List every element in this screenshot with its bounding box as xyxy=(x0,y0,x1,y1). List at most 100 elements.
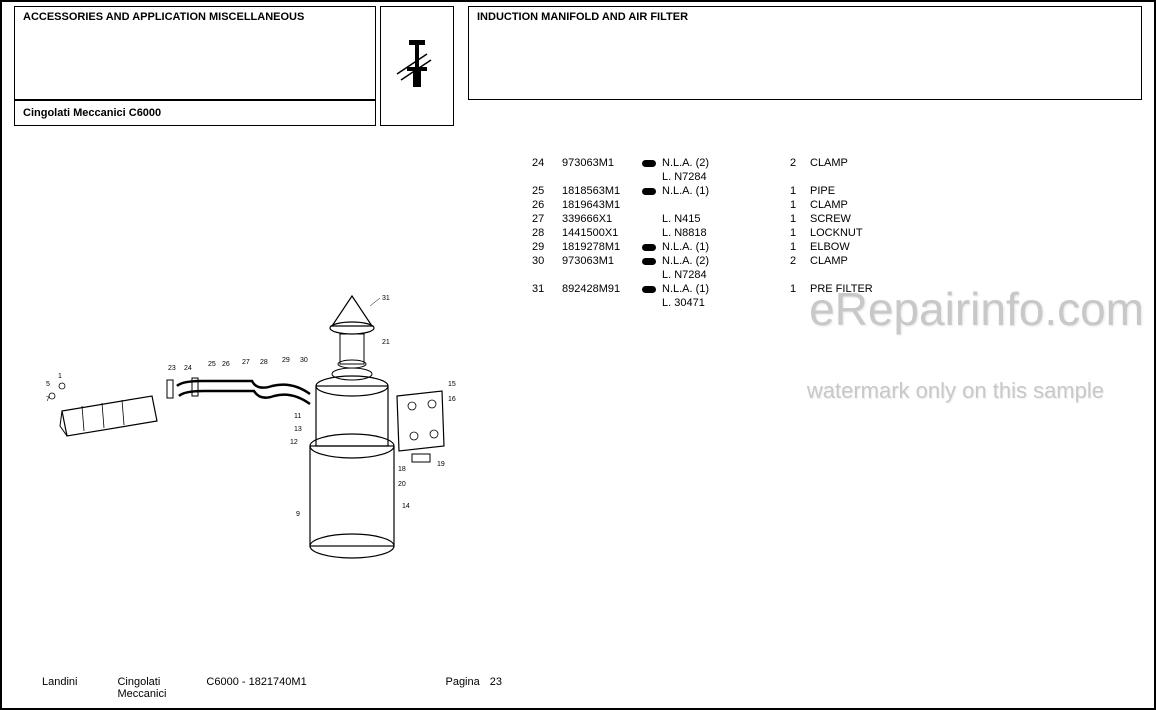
part-desc: CLAMP xyxy=(810,156,873,170)
svg-text:14: 14 xyxy=(402,503,410,510)
svg-text:29: 29 xyxy=(282,357,290,364)
header-gap xyxy=(454,2,468,126)
part-desc: SCREW xyxy=(810,212,873,226)
part-index: 26 xyxy=(532,198,562,212)
svg-text:25: 25 xyxy=(208,361,216,368)
part-indicator xyxy=(642,254,662,268)
svg-text:31: 31 xyxy=(382,295,390,302)
svg-text:12: 12 xyxy=(290,439,298,446)
part-nla: L. N415 xyxy=(662,212,790,226)
part-qty: 1 xyxy=(790,226,810,240)
part-indicator xyxy=(642,282,662,296)
svg-text:13: 13 xyxy=(294,426,302,433)
svg-text:7: 7 xyxy=(46,396,50,403)
parts-list: 24973063M1N.L.A. (2)2CLAMPL. N7284251818… xyxy=(522,126,1154,666)
part-desc: CLAMP xyxy=(810,254,873,268)
svg-text:27: 27 xyxy=(242,359,250,366)
model-box: Cingolati Meccanici C6000 xyxy=(14,100,376,126)
parts-row: 281441500X1L. N88181LOCKNUT xyxy=(532,226,873,240)
part-nla: N.L.A. (1) xyxy=(662,184,790,198)
header-row: ACCESSORIES AND APPLICATION MISCELLANEOU… xyxy=(2,2,1154,126)
part-nla: L. N8818 xyxy=(662,226,790,240)
part-indicator xyxy=(642,226,662,240)
part-indicator xyxy=(642,240,662,254)
part-index: 24 xyxy=(532,156,562,170)
part-qty: 1 xyxy=(790,240,810,254)
part-qty: 1 xyxy=(790,282,810,296)
part-number: 973063M1 xyxy=(562,156,642,170)
part-number: 339666X1 xyxy=(562,212,642,226)
part-number: 1819278M1 xyxy=(562,240,642,254)
parts-diagram: 31 21 25 26 27 28 29 30 23 24 11 13 12 1… xyxy=(42,286,482,576)
svg-text:21: 21 xyxy=(382,339,390,346)
dot-icon xyxy=(642,160,656,167)
part-ref: L. N7284 xyxy=(662,268,790,282)
part-qty: 1 xyxy=(790,198,810,212)
svg-text:23: 23 xyxy=(168,365,176,372)
header-left-column: ACCESSORIES AND APPLICATION MISCELLANEOU… xyxy=(2,2,380,126)
dot-icon xyxy=(642,244,656,251)
footer-code: C6000 - 1821740M1 xyxy=(206,676,306,700)
parts-row-ref: L. 30471 xyxy=(532,296,873,310)
footer-brand: Landini xyxy=(42,676,77,700)
part-desc: LOCKNUT xyxy=(810,226,873,240)
part-number: 1818563M1 xyxy=(562,184,642,198)
footer-model: Cingolati Meccanici xyxy=(117,676,166,700)
part-ref: L. 30471 xyxy=(662,296,790,310)
dot-icon xyxy=(642,286,656,293)
dot-icon xyxy=(642,188,656,195)
part-desc: PIPE xyxy=(810,184,873,198)
svg-text:20: 20 xyxy=(398,481,406,488)
part-nla: N.L.A. (2) xyxy=(662,156,790,170)
parts-row: 251818563M1 N.L.A. (1)1PIPE xyxy=(532,184,873,198)
model-text: Cingolati Meccanici C6000 xyxy=(23,107,161,119)
footer-model-line2: Meccanici xyxy=(117,688,166,700)
part-nla: N.L.A. (2) xyxy=(662,254,790,268)
part-index: 31 xyxy=(532,282,562,296)
part-indicator xyxy=(642,212,662,226)
part-desc: ELBOW xyxy=(810,240,873,254)
part-qty: 1 xyxy=(790,184,810,198)
svg-text:18: 18 xyxy=(398,466,406,473)
parts-table: 24973063M1N.L.A. (2)2CLAMPL. N7284251818… xyxy=(532,156,873,310)
part-qty: 2 xyxy=(790,156,810,170)
parts-row: 30973063M1N.L.A. (2)2CLAMP xyxy=(532,254,873,268)
part-ref: L. N7284 xyxy=(662,170,790,184)
svg-text:24: 24 xyxy=(184,365,192,372)
svg-text:11: 11 xyxy=(294,413,301,420)
parts-row: 24973063M1 N.L.A. (2)2CLAMP xyxy=(532,156,873,170)
diagram-area: 31 21 25 26 27 28 29 30 23 24 11 13 12 1… xyxy=(2,126,522,666)
svg-text:16: 16 xyxy=(448,396,456,403)
svg-text:9: 9 xyxy=(296,511,300,518)
svg-text:30: 30 xyxy=(300,357,308,364)
parts-row-ref: L. N7284 xyxy=(532,170,873,184)
parts-row: 291819278M1 N.L.A. (1)1ELBOW xyxy=(532,240,873,254)
content-area: 31 21 25 26 27 28 29 30 23 24 11 13 12 1… xyxy=(2,126,1154,666)
right-title-box: INDUCTION MANIFOLD AND AIR FILTER xyxy=(468,6,1142,100)
svg-text:15: 15 xyxy=(448,381,456,388)
part-nla: N.L.A. (1) xyxy=(662,282,790,296)
svg-text:19: 19 xyxy=(437,461,445,468)
part-desc: PRE FILTER xyxy=(810,282,873,296)
part-number: 1819643M1 xyxy=(562,198,642,212)
part-number: 892428M91 xyxy=(562,282,642,296)
parts-row-ref: L. N7284 xyxy=(532,268,873,282)
section-title: ACCESSORIES AND APPLICATION MISCELLANEOU… xyxy=(23,11,367,23)
part-number: 973063M1 xyxy=(562,254,642,268)
part-qty: 1 xyxy=(790,212,810,226)
svg-text:28: 28 xyxy=(260,359,268,366)
dot-icon xyxy=(642,258,656,265)
footer-page-label: Pagina xyxy=(445,676,479,700)
filter-component-icon xyxy=(395,36,439,96)
part-nla xyxy=(662,198,790,212)
footer-model-line1: Cingolati xyxy=(117,676,166,688)
part-indicator xyxy=(642,198,662,212)
part-desc: CLAMP xyxy=(810,198,873,212)
part-nla: N.L.A. (1) xyxy=(662,240,790,254)
part-index: 25 xyxy=(532,184,562,198)
svg-text:1: 1 xyxy=(58,373,62,380)
part-index: 29 xyxy=(532,240,562,254)
parts-row: 261819643M1 1CLAMP xyxy=(532,198,873,212)
part-indicator xyxy=(642,156,662,170)
part-number: 1441500X1 xyxy=(562,226,642,240)
